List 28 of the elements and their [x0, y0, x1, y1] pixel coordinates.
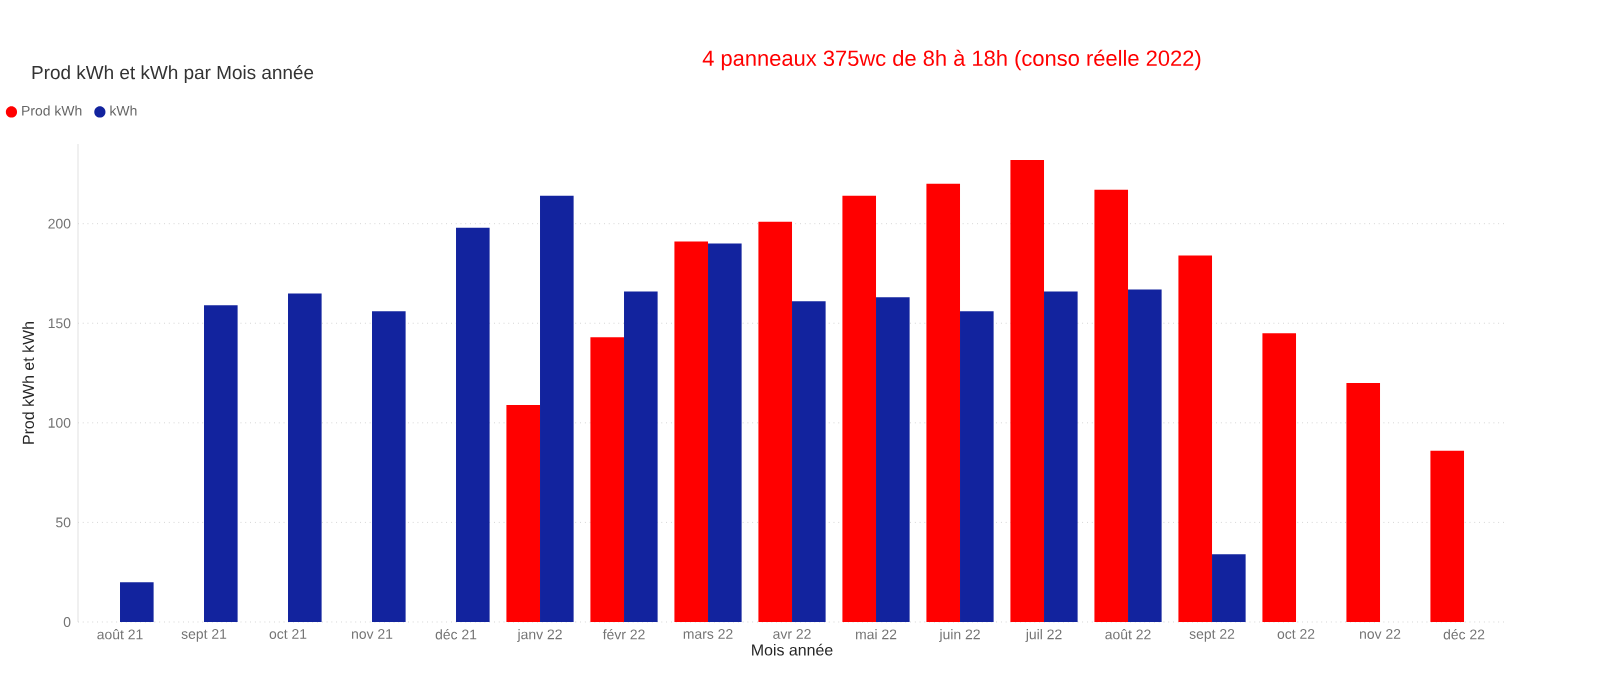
bar [288, 293, 322, 622]
bar [506, 404, 541, 622]
bar [1128, 289, 1162, 622]
bar [1262, 333, 1297, 622]
bar [456, 227, 490, 622]
bar [792, 301, 826, 622]
bar [1094, 189, 1129, 622]
bar [960, 311, 994, 622]
bar [120, 582, 154, 622]
bar [708, 243, 742, 622]
bar [540, 195, 574, 622]
bar [1212, 554, 1246, 622]
bar [624, 291, 658, 622]
text: 4 panneaux 375wc de 8h à 18h (conso réelle 2022) [702, 49, 1201, 71]
bar [926, 183, 961, 622]
bar [876, 297, 910, 622]
bar [842, 195, 877, 622]
chart-title: Prod kWh et kWh par Mois année [32, 65, 314, 83]
bar [204, 305, 238, 622]
bar [590, 337, 625, 622]
bar [1010, 159, 1045, 622]
bar [758, 221, 793, 622]
bar [1346, 383, 1381, 622]
bar [1044, 291, 1078, 622]
bar [1178, 255, 1213, 622]
bar [674, 241, 709, 622]
bar [1430, 450, 1465, 622]
bar [372, 311, 406, 622]
